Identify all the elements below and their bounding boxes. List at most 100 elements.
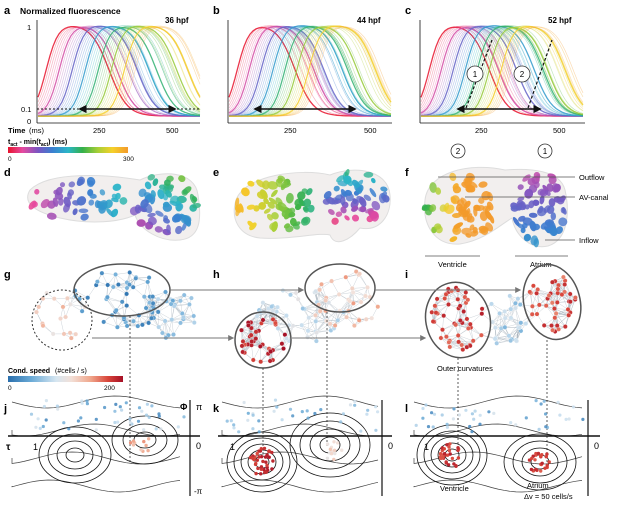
slope-line-2 [527, 39, 553, 109]
network-edge [454, 311, 464, 324]
network-node [517, 302, 523, 307]
network-edge [304, 308, 321, 312]
cell [111, 197, 119, 203]
network-edge [260, 348, 270, 362]
highlight-ellipse-h [304, 263, 376, 313]
network-node [124, 323, 130, 329]
network-edge [315, 310, 326, 322]
cell [344, 215, 350, 221]
fluorescence-trace [229, 27, 392, 117]
network-node [375, 304, 381, 310]
network-edge [316, 320, 327, 333]
data-dot [254, 471, 258, 476]
network-edge [107, 297, 123, 302]
data-dot [468, 424, 472, 429]
cell [510, 205, 520, 212]
network-node [549, 323, 554, 328]
network-node [566, 312, 572, 318]
network-node [269, 304, 274, 310]
data-dot [341, 412, 345, 416]
network-node [561, 274, 566, 280]
data-dot [145, 402, 149, 406]
network-edge [325, 294, 340, 301]
data-dot [246, 418, 250, 422]
cell [331, 217, 339, 225]
data-dot [270, 467, 274, 471]
network-edge [561, 294, 576, 300]
network-node [110, 284, 116, 290]
network-node [305, 334, 310, 340]
network-edge [292, 325, 309, 331]
network-node [169, 317, 175, 322]
data-dot [336, 441, 340, 445]
data-dot [447, 448, 452, 453]
circle-marker-f2 [450, 143, 466, 159]
fluorescence-trace [37, 26, 200, 117]
speed-max: 200 [104, 385, 115, 392]
fluorescence-trace [37, 26, 200, 117]
cell [261, 180, 270, 190]
data-dot [456, 446, 460, 450]
fluorescence-trace [38, 27, 201, 117]
data-dot [472, 417, 476, 421]
network-edge [301, 321, 316, 326]
cell [382, 194, 390, 203]
fluorescence-trace [38, 27, 201, 117]
network-node [508, 338, 513, 344]
network-edge [329, 310, 337, 324]
network-node [79, 308, 85, 314]
cell [106, 208, 114, 217]
cell [170, 195, 179, 204]
cell [239, 203, 244, 213]
cell [98, 204, 105, 211]
data-dot [547, 460, 551, 464]
fluorescence-trace [38, 26, 201, 117]
data-dot [136, 419, 141, 423]
network-edge [152, 312, 166, 322]
network-node [467, 321, 473, 327]
data-dot [38, 426, 42, 430]
data-dot [359, 429, 363, 433]
data-dot [445, 443, 449, 447]
network-node [135, 323, 141, 329]
network-node [44, 290, 50, 296]
network-node [502, 309, 508, 314]
network-edge [164, 320, 174, 335]
data-dot [154, 427, 158, 431]
network-node [430, 319, 436, 324]
network-g [34, 270, 197, 341]
network-node [314, 338, 319, 344]
cell [528, 212, 538, 218]
fluorescence-trace [228, 26, 391, 117]
network-node [441, 313, 447, 319]
network-edge [334, 310, 337, 326]
network-node [508, 315, 514, 321]
network-edge [87, 285, 97, 298]
data-dot [529, 467, 534, 472]
network-node [447, 344, 453, 350]
network-node [353, 269, 359, 274]
cell [297, 191, 306, 200]
fluorescence-title: Normalized fluorescence [20, 6, 121, 16]
network-node [239, 327, 244, 333]
fluorescence-trace [229, 26, 392, 117]
data-dot [473, 409, 477, 413]
cell [537, 205, 544, 214]
network-node [150, 294, 156, 299]
data-dot [157, 414, 161, 418]
network-edge [331, 277, 346, 282]
data-dot [259, 472, 263, 476]
dots-k [225, 398, 380, 476]
data-dot [442, 452, 447, 456]
ventricle-label-f: Ventricle [438, 260, 467, 269]
speed-gradient-bar [8, 376, 123, 382]
data-dot [273, 398, 278, 402]
data-dot [142, 439, 146, 444]
contour-line [122, 423, 168, 457]
fluorescence-trace [420, 25, 583, 117]
network-node [319, 281, 324, 287]
cell [516, 223, 526, 230]
network-node [457, 303, 463, 309]
data-dot [426, 425, 431, 429]
data-dot [524, 416, 528, 420]
